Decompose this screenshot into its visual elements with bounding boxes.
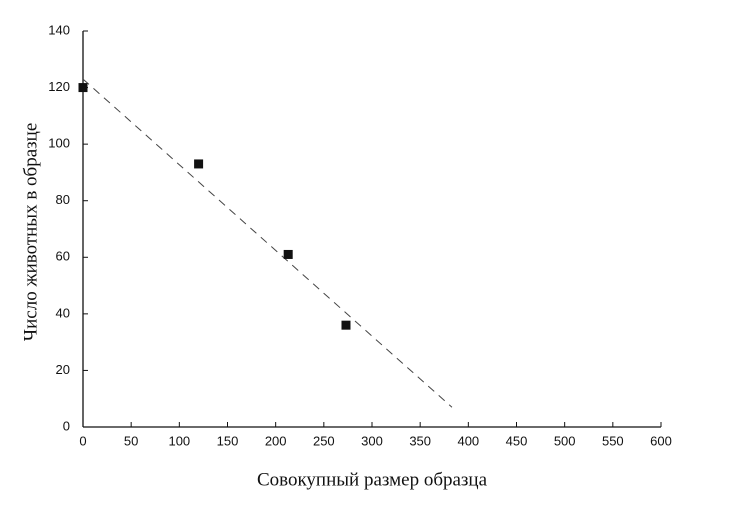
y-tick-label: 80 xyxy=(56,192,70,207)
trend-line xyxy=(82,78,453,408)
data-point xyxy=(78,83,88,93)
y-tick-label: 120 xyxy=(48,79,70,94)
x-tick-label: 500 xyxy=(554,433,576,448)
x-tick-label: 550 xyxy=(602,433,624,448)
x-tick-label: 0 xyxy=(79,433,86,448)
x-tick-label: 150 xyxy=(217,433,239,448)
y-tick-label: 0 xyxy=(63,418,70,433)
x-tick-label: 350 xyxy=(409,433,431,448)
x-tick-label: 300 xyxy=(361,433,383,448)
y-axis-title: Число животных в образце xyxy=(20,123,41,341)
x-tick-label: 400 xyxy=(457,433,479,448)
y-tick-label: 20 xyxy=(56,362,70,377)
x-tick-label: 100 xyxy=(168,433,190,448)
y-tick-label: 40 xyxy=(56,305,70,320)
data-point xyxy=(283,249,293,259)
x-tick-label: 50 xyxy=(124,433,138,448)
data-point xyxy=(341,320,351,330)
y-tick-label: 140 xyxy=(48,22,70,37)
x-axis-title: Совокупный размер образца xyxy=(257,469,488,490)
x-tick-label: 600 xyxy=(650,433,672,448)
y-tick-label: 60 xyxy=(56,249,70,264)
data-point xyxy=(194,159,204,169)
x-tick-label: 250 xyxy=(313,433,335,448)
x-tick-label: 450 xyxy=(506,433,528,448)
x-tick-label: 200 xyxy=(265,433,287,448)
y-tick-label: 100 xyxy=(48,136,70,151)
